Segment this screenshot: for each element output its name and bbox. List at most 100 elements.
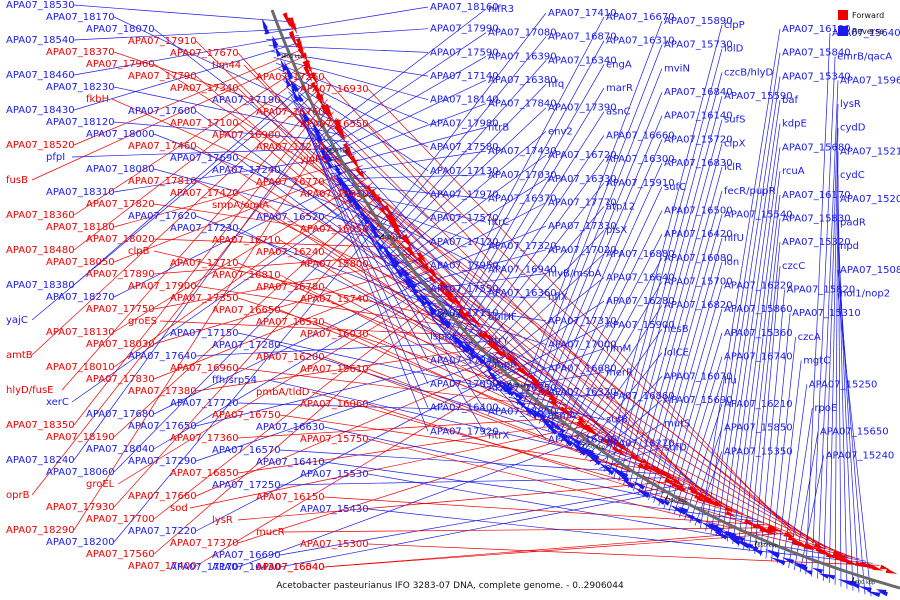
gene-arrow bbox=[343, 148, 354, 163]
gene-label: APA07_17820 bbox=[86, 199, 155, 210]
gene-label: APA07_16820 bbox=[664, 300, 733, 311]
gene-label: ntrB bbox=[488, 122, 509, 133]
gene-label: pfpI bbox=[46, 152, 65, 163]
gene-arrow bbox=[464, 311, 473, 321]
scale-tick-label: 1900 kbp bbox=[378, 235, 402, 241]
gene-label: APA07_15340 bbox=[782, 71, 851, 82]
gene-arrow bbox=[506, 388, 515, 397]
gene-label: APA07_16200 bbox=[256, 352, 325, 363]
gene-arrow bbox=[297, 47, 305, 61]
label-connector bbox=[333, 174, 487, 180]
label-connector bbox=[323, 321, 739, 512]
gene-label: APA07_17240 bbox=[212, 165, 281, 176]
gene-label: APA07_16770 bbox=[256, 177, 325, 188]
gene-label: hu bbox=[724, 375, 737, 386]
scale-tick bbox=[582, 442, 586, 448]
gene-label: mgtC bbox=[803, 356, 830, 367]
gene-arrow bbox=[452, 297, 465, 311]
gene-label: asmA bbox=[548, 411, 576, 422]
gene-label: rimM bbox=[606, 344, 631, 355]
gene-label: APA07_16660 bbox=[606, 130, 675, 141]
label-connector bbox=[462, 158, 605, 354]
label-connector bbox=[643, 214, 723, 497]
label-connector bbox=[237, 428, 599, 544]
gene-arrow bbox=[879, 564, 890, 570]
gene-arrow bbox=[600, 436, 613, 447]
label-connector bbox=[367, 88, 795, 536]
gene-arrow bbox=[387, 253, 396, 263]
gene-label: APA07_16760 bbox=[256, 107, 325, 118]
gene-label: APA07_17140 bbox=[430, 71, 499, 82]
gene-arrow bbox=[824, 574, 836, 580]
label-connector bbox=[504, 392, 605, 397]
gene-arrow bbox=[387, 255, 399, 269]
gene-arrow bbox=[563, 408, 574, 418]
gene-arrow bbox=[417, 252, 428, 266]
label-connector bbox=[268, 45, 429, 53]
label-connector bbox=[771, 336, 796, 561]
gene-label: APA07_15730 bbox=[664, 40, 733, 51]
label-connector bbox=[450, 87, 605, 341]
label-connector bbox=[367, 508, 873, 564]
gene-arrow bbox=[292, 81, 300, 92]
label-connector bbox=[575, 328, 663, 452]
gene-label: APA07_16630 bbox=[256, 422, 325, 433]
gene-label: APA07_18060 bbox=[46, 467, 115, 478]
gene-arrow bbox=[439, 280, 451, 294]
gene-arrow bbox=[713, 500, 726, 508]
label-connector bbox=[153, 253, 421, 275]
gene-arrow bbox=[401, 234, 413, 250]
gene-arrow bbox=[531, 377, 543, 388]
gene-arrow bbox=[338, 131, 346, 141]
gene-arrow bbox=[678, 484, 688, 491]
gene-label: APA07_17400 bbox=[128, 561, 197, 572]
gene-arrow bbox=[297, 92, 304, 103]
label-connector bbox=[547, 186, 663, 431]
gene-arrow bbox=[486, 334, 495, 343]
label-connector bbox=[73, 67, 314, 251]
gene-arrow bbox=[577, 444, 593, 457]
label-connector bbox=[388, 131, 547, 265]
gene-arrow bbox=[407, 281, 419, 295]
label-connector bbox=[312, 8, 487, 143]
label-connector bbox=[189, 424, 593, 509]
gene-arrow bbox=[280, 58, 288, 72]
gene-label: APA07_16080 bbox=[664, 253, 733, 264]
scale-tick-label: 1750 kbp bbox=[581, 445, 605, 451]
gene-label: kdpE bbox=[782, 119, 807, 130]
label-connector bbox=[71, 188, 377, 403]
gene-arrow bbox=[872, 565, 884, 571]
label-connector bbox=[466, 182, 605, 358]
label-connector bbox=[113, 182, 374, 368]
gene-label: APA07_18190 bbox=[46, 432, 115, 443]
gene-label: APA07_17230 bbox=[170, 223, 239, 234]
label-connector bbox=[237, 367, 573, 410]
gene-label: sufS bbox=[724, 115, 745, 126]
label-connector bbox=[195, 363, 520, 532]
gene-label: APA07_15890 bbox=[664, 16, 733, 27]
gene-arrow bbox=[804, 570, 813, 575]
gene-label: APA07_17100 bbox=[170, 118, 239, 129]
gene-arrow bbox=[671, 505, 687, 515]
label-connector bbox=[237, 431, 604, 568]
gene-label: APA07_17950 bbox=[430, 261, 499, 272]
gene-label: APA07_16550 bbox=[300, 119, 369, 130]
gene-arrow bbox=[688, 485, 701, 494]
gene-label: amtB bbox=[6, 350, 33, 361]
gene-arrow bbox=[302, 111, 310, 123]
gene-label: APA07_16530 bbox=[256, 317, 325, 328]
gene-arrow bbox=[509, 357, 523, 370]
label-connector bbox=[765, 313, 791, 559]
gene-label: APA07_15840 bbox=[782, 48, 851, 59]
gene-label: APA07_17940 bbox=[430, 355, 499, 366]
gene-arrow bbox=[550, 421, 561, 431]
gene-label: APA07_15750 bbox=[300, 434, 369, 445]
gene-label: APA07_16750 bbox=[212, 410, 281, 421]
label-connector bbox=[754, 265, 781, 554]
gene-label: APA07_18530 bbox=[6, 0, 75, 11]
gene-label: sod bbox=[170, 503, 188, 514]
label-connector bbox=[323, 251, 727, 506]
gene-label: APA07_15200 bbox=[840, 194, 900, 205]
gene-arrow bbox=[500, 350, 508, 358]
label-connector bbox=[339, 189, 487, 223]
